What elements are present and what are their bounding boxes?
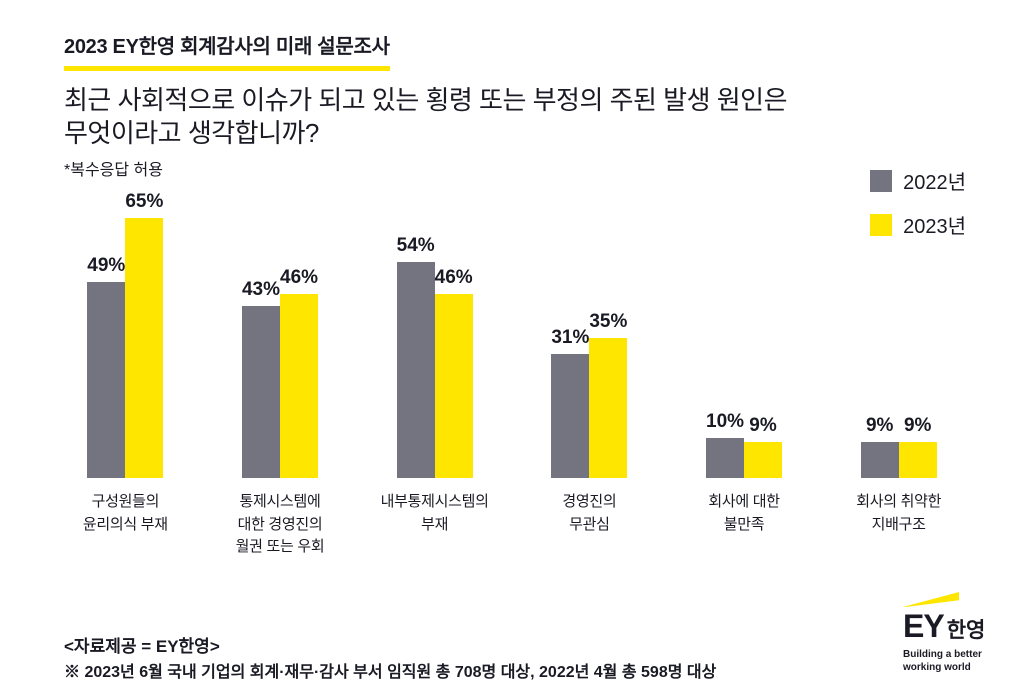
yellow-underline — [64, 66, 390, 71]
bar-column-2022년: 54% — [397, 235, 435, 478]
bar-2022년 — [396, 262, 435, 478]
bar-2023년 — [898, 442, 937, 478]
bar-value-label: 46% — [434, 267, 473, 288]
bar-group-4: 31% 35% 경영진의 무관심 — [512, 198, 667, 559]
bar-2022년 — [551, 354, 590, 478]
bar-2022년 — [241, 306, 280, 478]
bar-column-2023년: 65% — [125, 191, 163, 478]
bar-2023년 — [434, 294, 473, 478]
ey-logo: EY 한영 Building a better working world — [903, 592, 1003, 674]
legend-item-2022: 2022년 — [870, 166, 966, 195]
question-title-line-1: 최근 사회적으로 이슈가 되고 있는 횡령 또는 부정의 주된 발생 원인은 — [64, 85, 788, 115]
ey-beam-icon — [903, 592, 959, 607]
data-source: <자료제공 = EY한영> — [64, 637, 220, 656]
bar-group-3: 54% 46% 내부통제시스템의 부재 — [357, 198, 512, 559]
bar-column-2022년: 9% — [860, 415, 899, 478]
bar-value-label: 65% — [125, 191, 164, 212]
bar-column-2022년: 49% — [87, 255, 125, 478]
bar-2022년 — [87, 282, 126, 478]
bar-value-label: 9% — [903, 415, 932, 436]
bar-2023년 — [280, 294, 319, 478]
legend-swatch-gray — [870, 169, 893, 192]
ey-tagline: Building a better working world — [903, 649, 982, 673]
ey-logo-text: EY 한영 — [903, 608, 1003, 645]
legend-swatch-yellow — [870, 213, 893, 236]
bar-value-label: 9% — [865, 415, 894, 436]
bar-value-label: 35% — [589, 311, 628, 332]
question-title: 최근 사회적으로 이슈가 되고 있는 횡령 또는 부정의 주된 발생 원인은 무… — [64, 84, 788, 151]
bar-2023년 — [744, 442, 783, 478]
bar-column-2023년: 35% — [589, 311, 627, 478]
bar-pair: 54% 46% — [397, 198, 473, 478]
bar-column-2022년: 43% — [242, 279, 280, 478]
bar-pair: 9% 9% — [860, 198, 937, 478]
report-title: 2023 EY한영 회계감사의 미래 설문조사 — [64, 36, 390, 58]
bar-column-2023년: 9% — [744, 415, 783, 478]
bar-value-label: 10% — [706, 411, 745, 432]
category-label: 회사의 취약한 지배구조 — [856, 493, 942, 533]
report-header: 2023 EY한영 회계감사의 미래 설문조사 — [64, 30, 390, 71]
chart-legend: 2022년 2023년 — [870, 166, 966, 239]
bar-pair: 49% 65% — [87, 191, 163, 478]
bar-column-2023년: 46% — [435, 267, 473, 478]
grouped-bar-chart: 49% 65% 구성원들의 윤리의식 부재 43% 46% 통제시스템에 대한 경영진의 … — [48, 191, 976, 559]
bar-group-6: 9% 9% 회사의 취약한 지배구조 — [821, 198, 976, 559]
bar-2023년 — [589, 338, 628, 478]
survey-methodology-note: ※ 2023년 6월 국내 기업의 회계·재무·감사 부서 임직원 총 708명… — [64, 664, 717, 681]
bar-column-2022년: 10% — [706, 411, 744, 478]
question-title-line-2: 무엇이라고 생각합니까? — [64, 118, 319, 149]
bar-group-1: 49% 65% 구성원들의 윤리의식 부재 — [48, 191, 203, 559]
bar-column-2022년: 31% — [551, 327, 589, 478]
bar-value-label: 43% — [241, 279, 280, 300]
bar-2022년 — [860, 442, 899, 478]
bar-pair: 10% 9% — [706, 198, 783, 478]
category-label: 통제시스템에 대한 경영진의 월권 또는 우회 — [235, 493, 325, 555]
category-label: 구성원들의 윤리의식 부재 — [82, 493, 168, 533]
bar-pair: 43% 46% — [242, 198, 318, 478]
bar-2022년 — [706, 438, 745, 478]
category-label: 회사에 대한 불만족 — [708, 493, 780, 533]
multi-response-note: *복수응답 허용 — [64, 162, 163, 179]
bar-group-5: 10% 9% 회사에 대한 불만족 — [667, 198, 822, 559]
category-label: 내부통제시스템의 부재 — [380, 493, 489, 533]
bar-value-label: 54% — [396, 235, 435, 256]
bar-value-label: 46% — [280, 267, 319, 288]
legend-item-2023: 2023년 — [870, 210, 966, 239]
bar-column-2023년: 9% — [898, 415, 937, 478]
bar-value-label: 31% — [551, 327, 590, 348]
bar-value-label: 49% — [87, 255, 126, 276]
ey-korean-name: 한영 — [946, 619, 986, 642]
bar-2023년 — [125, 218, 164, 478]
legend-label-2023: 2023년 — [903, 216, 966, 238]
ey-letters: EY — [903, 608, 945, 644]
legend-label-2022: 2022년 — [903, 172, 966, 194]
bar-value-label: 9% — [749, 415, 777, 436]
bar-group-2: 43% 46% 통제시스템에 대한 경영진의 월권 또는 우회 — [203, 198, 358, 559]
category-label: 경영진의 무관심 — [562, 493, 617, 533]
bar-pair: 31% 35% — [551, 198, 627, 478]
bar-column-2023년: 46% — [280, 267, 318, 478]
